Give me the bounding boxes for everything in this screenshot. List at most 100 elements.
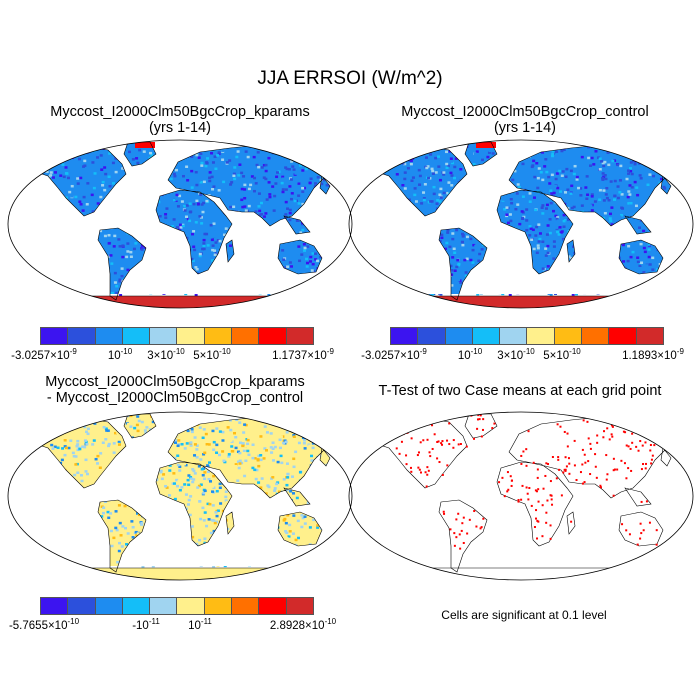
colorbar-3-label: -10-11 — [132, 617, 160, 632]
significant-cell — [452, 439, 455, 442]
colorbar-box — [636, 328, 663, 344]
significant-cell — [589, 447, 592, 450]
significant-cell — [651, 454, 654, 457]
colorbar-box — [445, 328, 473, 344]
significant-cell — [584, 461, 587, 464]
significant-cell — [632, 424, 635, 427]
significant-cell — [575, 478, 578, 481]
significant-cell — [408, 423, 411, 426]
significant-cell — [557, 456, 560, 459]
colorbar-box — [232, 598, 260, 614]
significant-cell — [418, 468, 421, 471]
significant-cell — [405, 454, 408, 457]
significant-cell — [476, 427, 479, 430]
colorbar-1-label: 3×10-10 — [147, 347, 185, 362]
significant-cell — [395, 447, 398, 450]
coastlines — [370, 413, 688, 573]
significant-cell — [644, 467, 647, 470]
significant-cell — [416, 454, 419, 457]
significant-cell — [636, 543, 639, 546]
colorbar-box — [527, 328, 555, 344]
significant-cell — [649, 449, 652, 452]
significant-cell — [627, 467, 630, 470]
colorbar-box — [554, 328, 583, 344]
significant-cell — [501, 476, 504, 479]
map-panel-3 — [7, 411, 353, 581]
significant-cell — [426, 438, 429, 441]
colorbar-3-label: 10-11 — [188, 617, 212, 632]
significant-cell — [636, 428, 639, 431]
significant-cell — [649, 428, 652, 431]
map-border — [7, 139, 353, 309]
colorbar-box — [204, 328, 233, 344]
significant-cell — [507, 488, 510, 491]
significant-cell — [564, 468, 567, 471]
significant-cell — [549, 524, 552, 527]
significant-cell — [520, 462, 523, 465]
significant-cell — [449, 528, 452, 531]
significant-cell — [640, 468, 643, 471]
colorbar-3-label: 2.8928×10-10 — [269, 617, 337, 632]
significant-cell — [527, 430, 530, 433]
significant-cell — [405, 463, 408, 466]
significant-cell — [582, 419, 585, 422]
significant-cell — [685, 431, 688, 434]
significant-cell — [425, 485, 428, 488]
significant-cell — [438, 461, 441, 464]
significant-cell — [551, 456, 554, 459]
significant-cell — [596, 434, 599, 437]
significant-cell — [587, 460, 590, 463]
significant-cell — [644, 441, 647, 444]
significant-cell — [462, 516, 465, 519]
significant-cell — [509, 475, 512, 478]
significant-cell — [648, 521, 651, 524]
significant-cell — [537, 500, 540, 503]
significant-cell — [612, 494, 615, 497]
significant-cell — [555, 477, 558, 480]
significant-cell — [581, 463, 584, 466]
significant-cell — [616, 468, 619, 471]
significant-cell — [606, 427, 609, 430]
significant-cell — [535, 490, 538, 493]
significant-cell — [433, 433, 436, 436]
significant-cell — [525, 464, 528, 467]
significant-cell — [528, 487, 531, 490]
significant-cell — [595, 476, 598, 479]
significant-cell — [639, 522, 642, 525]
panel-2-title-line1: Myccost_I2000Clm50BgcCrop_control — [401, 104, 649, 120]
significant-cell — [622, 430, 625, 433]
significant-cell — [384, 432, 387, 435]
significant-cell — [559, 425, 562, 428]
significant-cell — [563, 468, 566, 471]
significant-cell — [625, 444, 628, 447]
significant-cell — [586, 420, 589, 423]
significant-cell — [466, 532, 469, 535]
colorbar-box — [204, 598, 233, 614]
significant-cell — [650, 458, 653, 461]
panel-4-title: T-Test of two Case means at each grid po… — [378, 383, 662, 399]
significant-cell — [480, 435, 483, 438]
significant-cell — [479, 414, 482, 417]
significant-cell — [551, 503, 554, 506]
significant-cell — [594, 465, 597, 468]
significant-cell — [520, 454, 523, 457]
significant-cell — [558, 468, 561, 471]
colorbar-1-label: 1.1737×10-9 — [272, 347, 334, 362]
significant-cell — [443, 512, 446, 515]
significant-cell — [583, 453, 586, 456]
antarctica — [8, 296, 352, 308]
significant-cell — [660, 444, 663, 447]
significant-cell — [615, 421, 618, 424]
significant-cell — [649, 443, 652, 446]
colorbar-box — [122, 598, 151, 614]
colorbar-box — [582, 328, 610, 344]
colorbar-box — [259, 598, 287, 614]
significant-cell — [589, 473, 592, 476]
significant-cell — [645, 500, 648, 503]
colorbar-box — [259, 328, 287, 344]
significant-cell — [458, 533, 461, 536]
significant-cell — [462, 541, 465, 544]
significant-cell — [536, 468, 539, 471]
significant-cell — [510, 479, 513, 482]
